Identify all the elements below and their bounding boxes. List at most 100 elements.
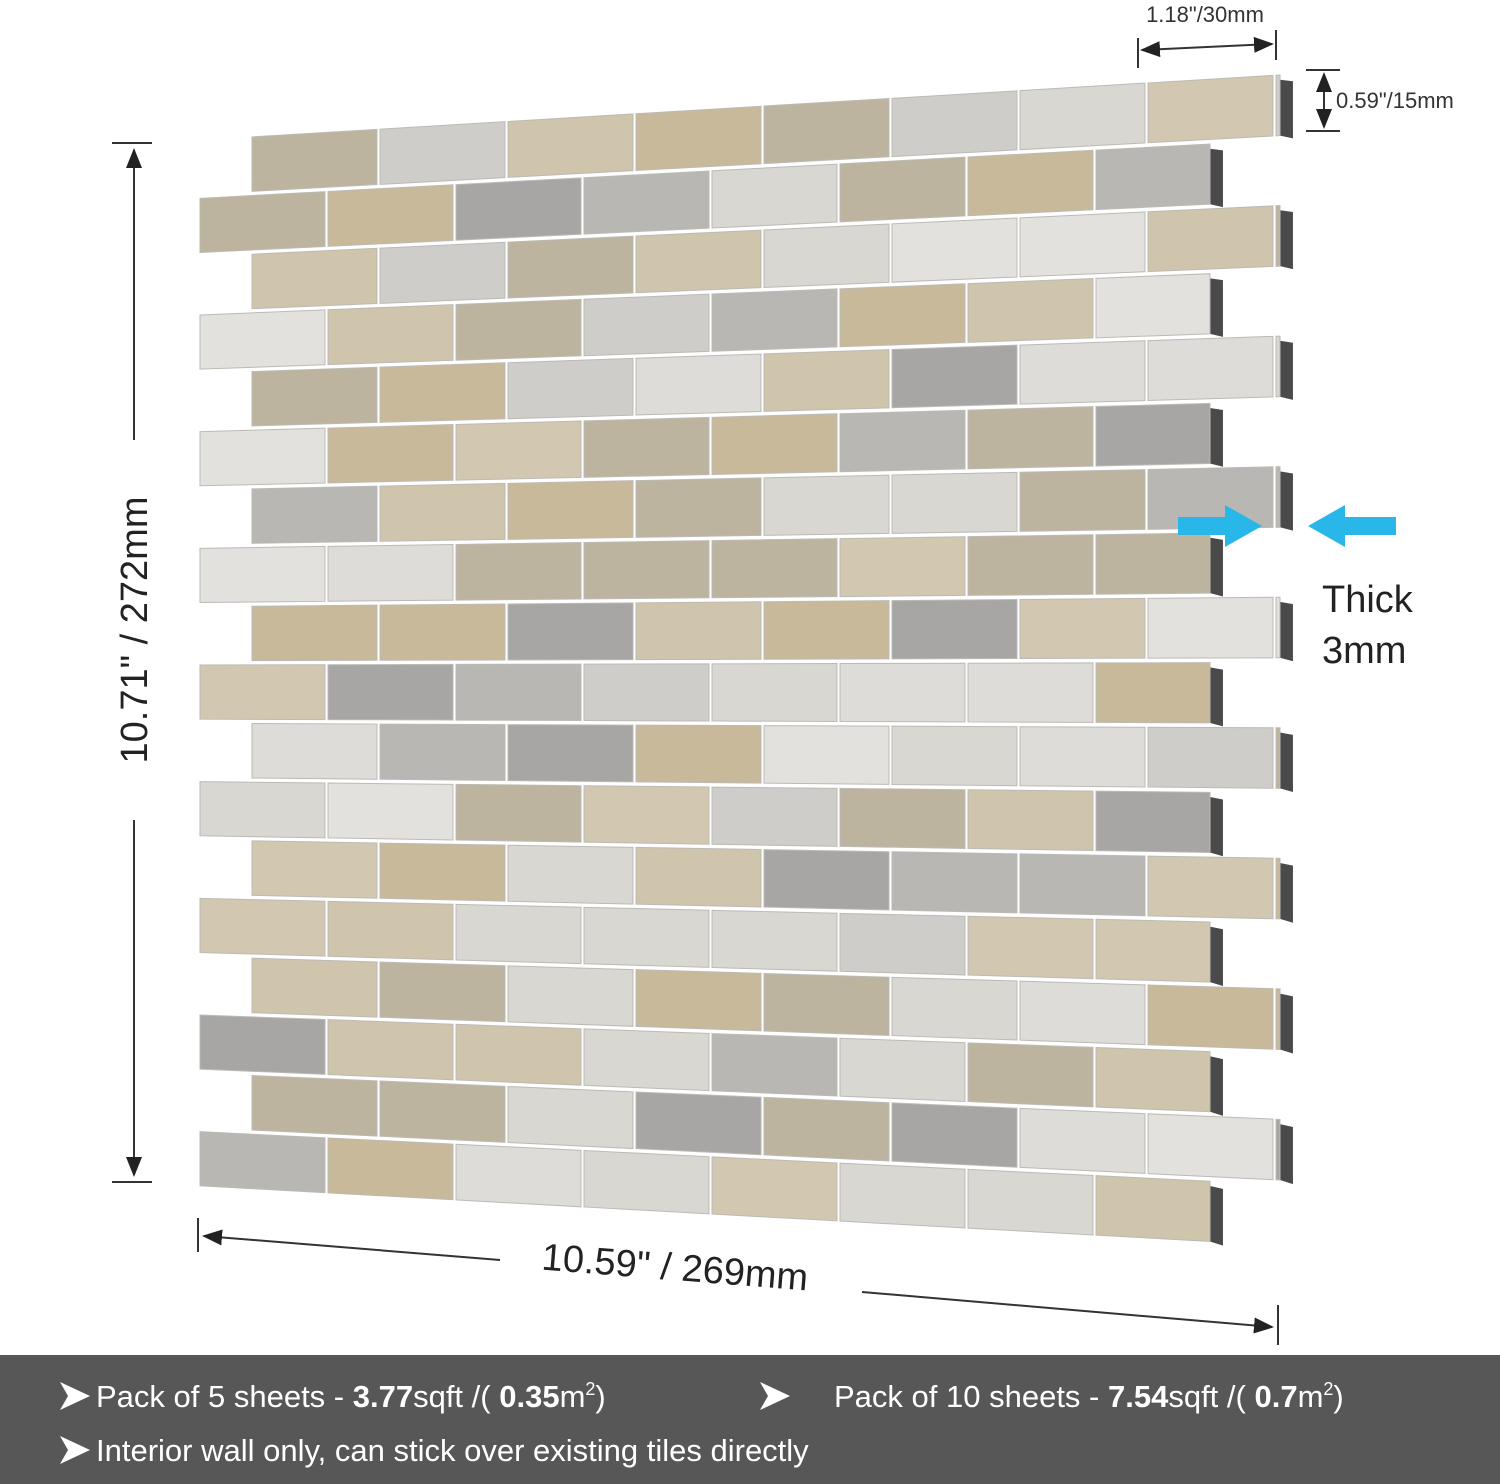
tile-sheet [199, 74, 1293, 1246]
tile [763, 1096, 890, 1162]
tile [891, 851, 1018, 914]
text-segment: m [1298, 1379, 1324, 1414]
text-segment: ) [1333, 1379, 1343, 1414]
tile [635, 353, 762, 416]
tile [763, 849, 890, 911]
tile [1275, 74, 1281, 137]
bullet [60, 1382, 90, 1410]
tile [251, 723, 378, 780]
tile [1095, 662, 1211, 724]
tile [455, 542, 582, 601]
tile [891, 599, 1018, 660]
tile [1019, 82, 1146, 151]
tile [635, 229, 762, 294]
tile [711, 663, 838, 722]
tile [251, 840, 378, 899]
tile-edge [1210, 278, 1223, 337]
tile [455, 1023, 582, 1086]
tile [379, 121, 506, 185]
tile [967, 789, 1094, 852]
tile [635, 601, 762, 661]
sheet-width-label: 10.59" / 269mm [540, 1237, 809, 1300]
text-segment: sqft /( [413, 1379, 499, 1414]
tile [1019, 211, 1146, 278]
tile [1095, 402, 1211, 467]
tile [507, 1085, 634, 1150]
tile [583, 416, 710, 478]
tile-edge [1280, 471, 1293, 531]
tile [327, 1137, 454, 1201]
tile [763, 972, 890, 1036]
tile [379, 362, 506, 423]
tile [891, 976, 1018, 1041]
arrow-right [1178, 505, 1262, 547]
tile-edge [1210, 926, 1223, 987]
tile [199, 191, 326, 253]
tile [583, 1150, 710, 1215]
bullet [60, 1436, 90, 1464]
tile [711, 163, 838, 229]
tile [967, 277, 1094, 343]
tile [583, 540, 710, 600]
tile [1147, 1113, 1274, 1181]
tile [507, 844, 634, 905]
tile-edge [1280, 993, 1293, 1054]
tile [507, 602, 634, 661]
tile [763, 725, 890, 785]
tile [1095, 918, 1211, 983]
tile [1275, 335, 1281, 398]
tile [839, 283, 966, 348]
tile [251, 128, 378, 192]
tile-edge [1210, 667, 1223, 727]
tile [967, 915, 1094, 980]
tile [199, 897, 326, 957]
tile [711, 1156, 838, 1222]
tile [967, 662, 1094, 723]
tile [379, 961, 506, 1023]
tile [1019, 597, 1146, 660]
tile [891, 471, 1018, 534]
tile [891, 344, 1018, 409]
tile [635, 1091, 762, 1156]
tile [635, 846, 762, 908]
tile [379, 603, 506, 661]
tile [1019, 853, 1146, 917]
tile [891, 217, 1018, 283]
tile [507, 965, 634, 1027]
tile [1095, 532, 1211, 595]
footer-line: Pack of 5 sheets - 3.77sqft /( 0.35m2) [96, 1379, 606, 1414]
tile [583, 785, 710, 845]
tile-edge [1280, 863, 1293, 923]
tile [327, 1019, 454, 1081]
tile [635, 477, 762, 538]
tile [199, 545, 326, 603]
tile [839, 409, 966, 473]
tile [455, 903, 582, 965]
tile [251, 366, 378, 427]
tile [455, 1143, 582, 1208]
tile [763, 474, 890, 536]
superscript: 2 [1323, 1379, 1333, 1399]
tile-height-label: 0.59"/15mm [1336, 88, 1454, 113]
tile [1275, 466, 1281, 528]
tile [199, 781, 326, 839]
tile [1095, 143, 1211, 211]
tile-edge [1280, 1124, 1293, 1185]
tile [1019, 469, 1146, 532]
tile [455, 783, 582, 843]
tile [1147, 74, 1274, 144]
tile [507, 113, 634, 178]
footer-line: Interior wall only, can stick over exist… [96, 1433, 809, 1468]
text-segment: 0.35 [499, 1379, 559, 1414]
tile [1147, 335, 1274, 401]
tile [1019, 340, 1146, 405]
tile-edge [1210, 796, 1223, 857]
text-segment: m [560, 1379, 586, 1414]
tile [507, 480, 634, 540]
tile [379, 241, 506, 304]
tile [1275, 727, 1281, 789]
tile [711, 538, 838, 599]
tile [1019, 726, 1146, 788]
footer-bar [0, 1355, 1500, 1484]
